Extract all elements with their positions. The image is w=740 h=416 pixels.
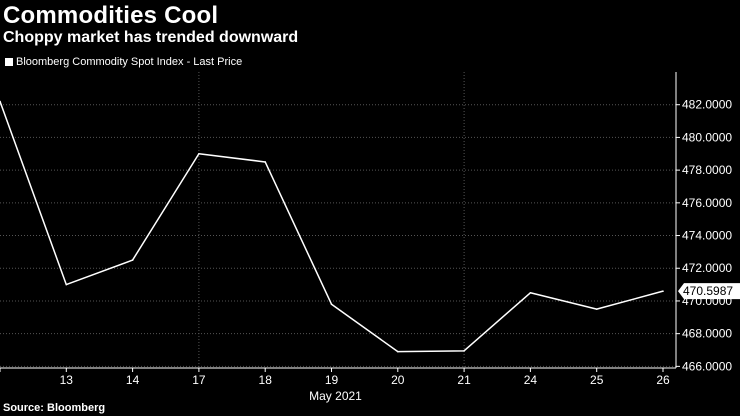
y-tick-label: 482.0000 [682, 98, 732, 112]
data-point [463, 350, 465, 352]
y-tick-label: 472.0000 [682, 261, 732, 275]
chart-legend: Bloomberg Commodity Spot Index - Last Pr… [5, 55, 242, 69]
y-tick-label: 480.0000 [682, 130, 732, 144]
data-point [529, 291, 532, 294]
data-point [330, 303, 333, 306]
x-tick-label: 19 [325, 373, 339, 387]
x-tick-label: 18 [259, 373, 273, 387]
x-tick-label: 26 [656, 373, 670, 387]
source-note: Source: Bloomberg [3, 402, 106, 414]
y-tick-label: 474.0000 [682, 229, 732, 243]
data-point [131, 259, 134, 261]
series-line [0, 101, 664, 353]
y-tick-label: 478.0000 [682, 163, 732, 177]
series-layer [0, 100, 664, 353]
x-tick-label: 17 [192, 373, 206, 387]
data-point [65, 283, 68, 286]
y-tick-label: 468.0000 [682, 327, 732, 341]
data-point [198, 152, 200, 155]
x-tick-label: 25 [590, 373, 604, 387]
legend-label: Bloomberg Commodity Spot Index - Last Pr… [16, 56, 243, 68]
x-tick-label: 20 [391, 373, 405, 387]
x-tick-label: 21 [457, 373, 471, 387]
data-point [0, 100, 1, 103]
data-point [662, 290, 664, 292]
x-tick-label: 24 [524, 373, 538, 387]
data-point [264, 161, 267, 163]
last-value-tag [678, 283, 740, 300]
tick-labels: 466.0000468.0000470.0000472.0000474.0000… [60, 98, 740, 403]
x-tick-label: 13 [60, 373, 74, 387]
chart-title: Commodities Cool [3, 2, 219, 29]
x-axis-group-label: May 2021 [309, 389, 362, 403]
y-tick-label: 466.0000 [682, 359, 732, 373]
chart-subtitle: Choppy market has trended downward [3, 29, 299, 46]
legend-swatch-icon [5, 58, 13, 66]
data-point [397, 350, 399, 353]
y-tick-label: 476.0000 [682, 196, 732, 210]
grid-lines [0, 72, 676, 368]
x-tick-label: 14 [126, 373, 140, 387]
axes [0, 72, 680, 372]
data-point [595, 308, 598, 310]
last-value-label: 470.5987 [683, 284, 733, 298]
